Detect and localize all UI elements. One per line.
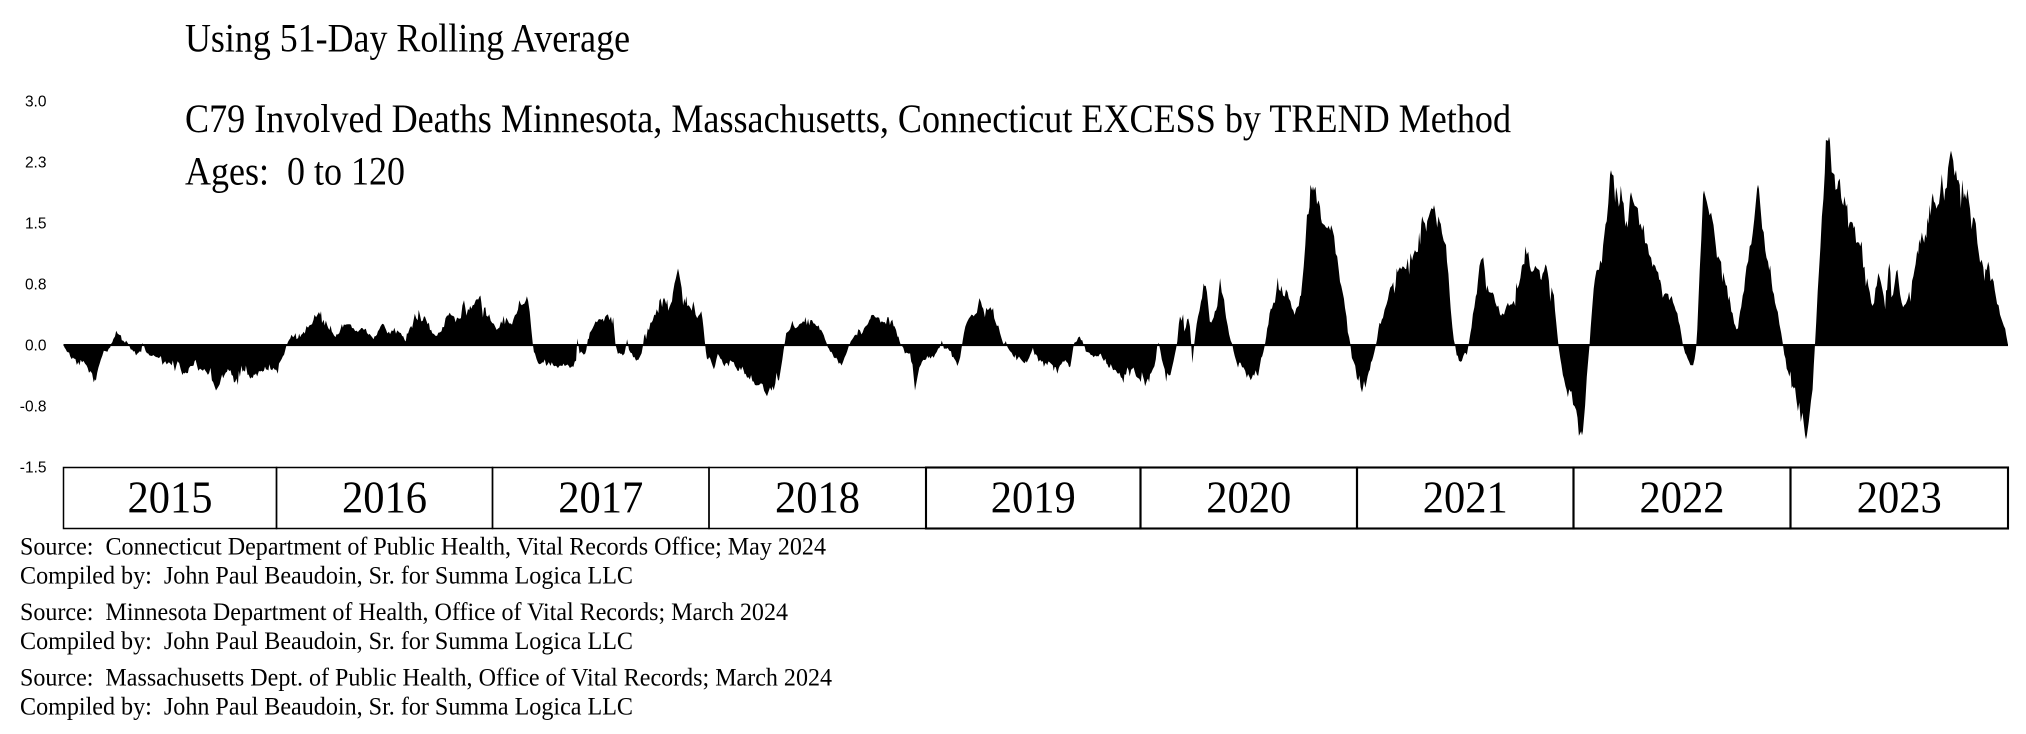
svg-text:0.8: 0.8: [25, 276, 47, 293]
svg-text:-0.8: -0.8: [20, 398, 47, 415]
svg-text:C79 Involved Deaths Minnesota,: C79 Involved Deaths Minnesota, Massachus…: [185, 96, 1511, 141]
svg-text:2017: 2017: [558, 473, 643, 523]
svg-text:0.0: 0.0: [25, 337, 47, 354]
svg-text:Compiled by: John Paul Beaudo: Compiled by: John Paul Beaudoin, Sr. for…: [20, 693, 633, 720]
svg-text:Source: Connecticut Departmen: Source: Connecticut Department of Public…: [20, 533, 826, 560]
svg-text:2021: 2021: [1423, 473, 1508, 523]
svg-text:Source: Minnesota Department: Source: Minnesota Department of Health, …: [20, 599, 788, 626]
svg-text:2019: 2019: [991, 473, 1076, 523]
svg-text:Source: Massachusetts Dept. o: Source: Massachusetts Dept. of Public He…: [20, 665, 832, 692]
svg-text:Ages: 0 to 120: Ages: 0 to 120: [185, 149, 405, 194]
svg-text:Compiled by: John Paul Beaudo: Compiled by: John Paul Beaudoin, Sr. for…: [20, 562, 633, 589]
svg-text:2022: 2022: [1640, 473, 1725, 523]
svg-text:1.5: 1.5: [25, 215, 47, 232]
svg-text:2023: 2023: [1857, 473, 1942, 523]
svg-text:2016: 2016: [342, 473, 427, 523]
svg-text:2018: 2018: [775, 473, 860, 523]
svg-text:-1.5: -1.5: [20, 459, 47, 476]
svg-text:Using 51-Day Rolling Average: Using 51-Day Rolling Average: [185, 16, 630, 61]
svg-text:2015: 2015: [128, 473, 213, 523]
svg-text:2.3: 2.3: [25, 154, 47, 171]
svg-text:3.0: 3.0: [25, 93, 47, 110]
svg-text:Compiled by: John Paul Beaudo: Compiled by: John Paul Beaudoin, Sr. for…: [20, 628, 633, 655]
svg-text:2020: 2020: [1206, 473, 1291, 523]
